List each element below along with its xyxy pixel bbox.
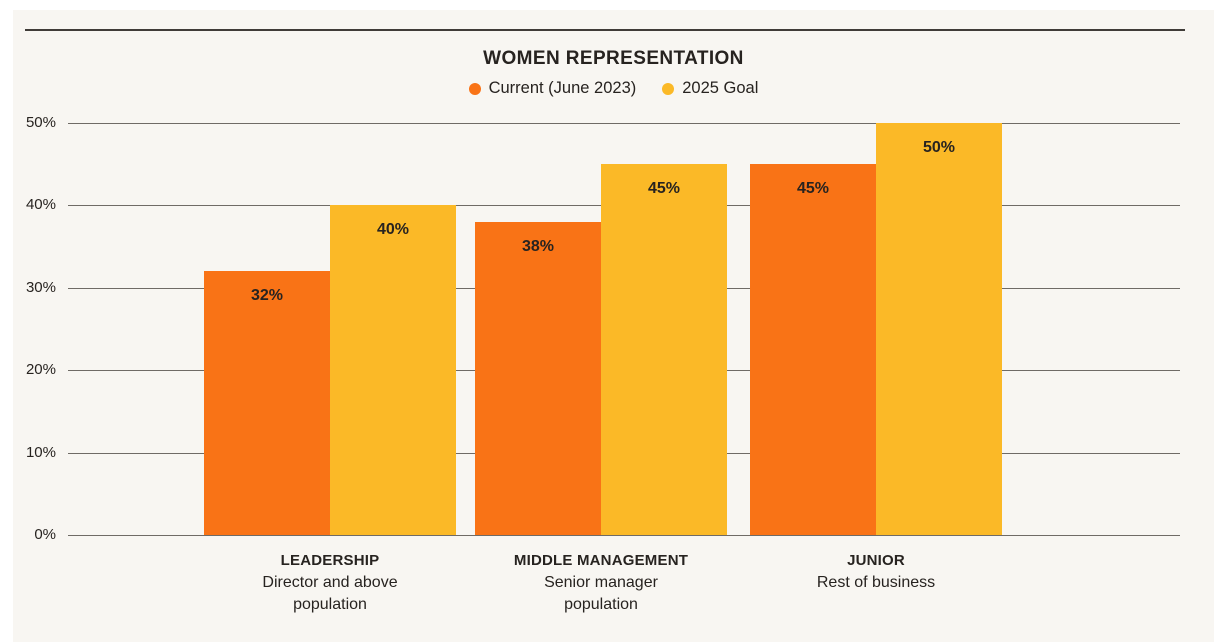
- category-name: LEADERSHIP: [280, 552, 380, 569]
- legend-label-current: Current (June 2023): [488, 79, 637, 97]
- category-sublabel: Rest of business: [816, 574, 936, 591]
- bar-goal-middle-management: [601, 164, 727, 535]
- bar-value-label: 50%: [922, 139, 956, 156]
- category-name: MIDDLE MANAGEMENT: [513, 552, 689, 569]
- y-tick-label-10%: 10%: [25, 443, 56, 461]
- top-divider-line: [25, 29, 1185, 31]
- category-label-leadership: LEADERSHIP Director and above population: [200, 552, 460, 616]
- y-tick-label-40%: 40%: [25, 196, 56, 214]
- bar-value-label: 32%: [250, 287, 284, 305]
- y-tick-label-30%: 30%: [25, 278, 56, 296]
- y-tick-label-50%: 50%: [25, 114, 56, 131]
- bar-goal-junior: [876, 123, 1002, 535]
- bar-value-label: 40%: [376, 221, 410, 239]
- bar-current-junior: [750, 164, 876, 535]
- legend-label-goal: 2025 Goal: [682, 79, 759, 97]
- legend-dot-current-icon: [468, 82, 481, 95]
- bar-value-label: 38%: [521, 237, 555, 255]
- chart-legend: Current (June 2023) 2025 Goal: [13, 79, 1214, 98]
- legend-item-current: Current (June 2023): [468, 79, 637, 98]
- legend-item-goal: 2025 Goal: [662, 79, 758, 98]
- y-tick-label-0%: 0%: [34, 526, 56, 543]
- bar-value-label: 45%: [647, 180, 681, 198]
- chart-title: WOMEN REPRESENTATION: [483, 48, 744, 69]
- bar-current-middle-management: [475, 221, 601, 535]
- category-name: JUNIOR: [847, 552, 905, 569]
- gridline-0%: [68, 535, 1180, 536]
- bar-current-leadership: [204, 271, 330, 535]
- category-sublabel: Director and above population: [262, 574, 398, 613]
- legend-dot-goal-icon: [662, 82, 675, 95]
- y-tick-label-20%: 20%: [25, 361, 56, 379]
- category-label-middle-management: MIDDLE MANAGEMENT Senior manager populati…: [471, 552, 731, 616]
- gridline-50%: [68, 123, 1180, 124]
- category-sublabel: Senior manager population: [544, 574, 658, 613]
- bar-value-label: 45%: [796, 180, 830, 198]
- bar-goal-leadership: [330, 205, 456, 535]
- category-label-junior: JUNIOR Rest of business: [746, 552, 1006, 594]
